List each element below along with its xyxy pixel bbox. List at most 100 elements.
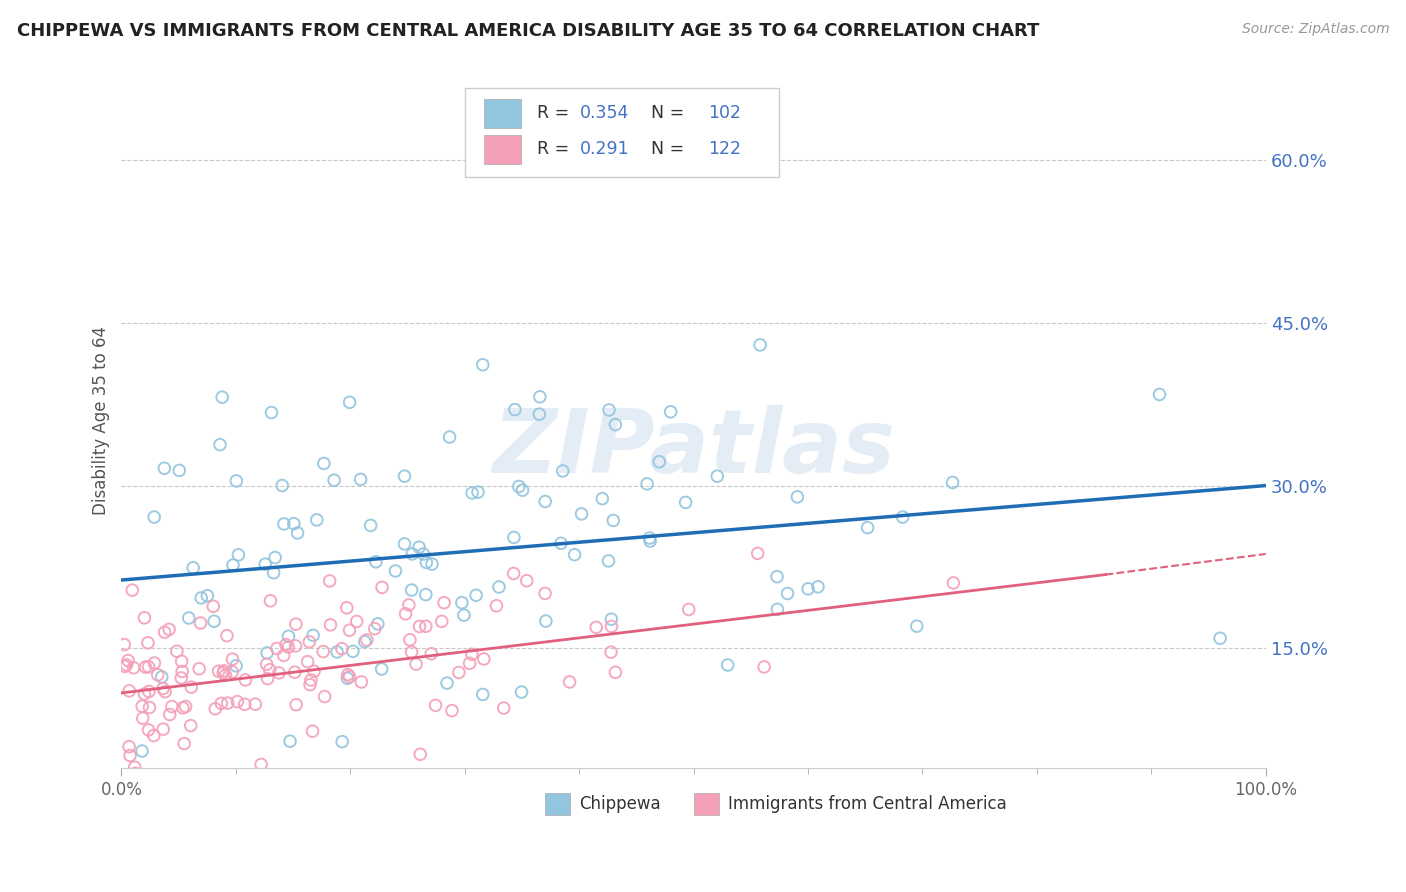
Point bbox=[153, 461, 176, 475]
Point bbox=[638, 534, 661, 549]
Point bbox=[146, 667, 169, 681]
Point bbox=[136, 636, 159, 650]
Point bbox=[485, 599, 508, 613]
Point bbox=[254, 557, 277, 571]
Point bbox=[157, 623, 180, 637]
Point bbox=[415, 588, 437, 602]
Point bbox=[225, 474, 247, 488]
Point bbox=[188, 662, 211, 676]
Point bbox=[170, 654, 193, 668]
Text: ZIPatlas: ZIPatlas bbox=[492, 405, 896, 491]
Point bbox=[314, 690, 336, 704]
Point bbox=[118, 683, 141, 698]
Point bbox=[271, 478, 294, 492]
Point bbox=[399, 632, 422, 647]
Point bbox=[356, 632, 378, 647]
Point bbox=[312, 457, 335, 471]
Point bbox=[508, 479, 530, 493]
Point bbox=[461, 648, 484, 662]
Point bbox=[202, 599, 225, 614]
Point bbox=[371, 580, 394, 594]
Point bbox=[152, 722, 174, 736]
Point bbox=[330, 641, 353, 656]
Point bbox=[190, 615, 212, 630]
Point bbox=[169, 463, 191, 477]
Point bbox=[408, 619, 430, 633]
Point bbox=[766, 569, 789, 583]
FancyBboxPatch shape bbox=[546, 793, 569, 815]
Point bbox=[447, 665, 470, 680]
Point bbox=[678, 602, 700, 616]
Point bbox=[159, 707, 181, 722]
Point bbox=[117, 654, 139, 668]
Point bbox=[259, 594, 281, 608]
Point bbox=[256, 657, 278, 672]
Point bbox=[638, 531, 661, 545]
Point bbox=[284, 665, 307, 680]
Point bbox=[138, 723, 160, 737]
Point bbox=[221, 652, 243, 666]
Point bbox=[401, 582, 423, 597]
Point bbox=[370, 662, 392, 676]
Point bbox=[180, 680, 202, 694]
Point bbox=[942, 475, 965, 490]
Point bbox=[564, 548, 586, 562]
Point bbox=[534, 586, 557, 600]
Point bbox=[273, 516, 295, 531]
Point bbox=[600, 645, 623, 659]
Point bbox=[134, 687, 156, 701]
Point bbox=[461, 486, 484, 500]
Point bbox=[451, 596, 474, 610]
Point bbox=[190, 591, 212, 605]
Point bbox=[425, 698, 447, 713]
Point bbox=[465, 588, 488, 602]
Point bbox=[550, 536, 572, 550]
Point bbox=[112, 638, 135, 652]
Point bbox=[401, 645, 423, 659]
Point bbox=[430, 615, 453, 629]
Point bbox=[330, 734, 353, 748]
Point bbox=[600, 612, 623, 626]
Point bbox=[409, 747, 432, 762]
Point bbox=[177, 611, 200, 625]
Point bbox=[1209, 632, 1232, 646]
Point bbox=[134, 660, 156, 674]
Point bbox=[153, 684, 176, 698]
Point bbox=[412, 547, 434, 561]
Point bbox=[181, 561, 204, 575]
Point bbox=[235, 673, 257, 687]
Point bbox=[398, 598, 420, 612]
Point bbox=[648, 455, 671, 469]
Point bbox=[420, 647, 443, 661]
Point bbox=[529, 390, 551, 404]
Point bbox=[221, 665, 243, 679]
Point bbox=[598, 403, 620, 417]
Point bbox=[905, 619, 928, 633]
Point bbox=[346, 615, 368, 629]
Point bbox=[440, 704, 463, 718]
Point bbox=[225, 658, 247, 673]
Point bbox=[458, 657, 481, 671]
Text: Chippewa: Chippewa bbox=[579, 795, 661, 813]
Point bbox=[776, 586, 799, 600]
Point bbox=[312, 644, 335, 658]
Point bbox=[134, 611, 156, 625]
Text: CHIPPEWA VS IMMIGRANTS FROM CENTRAL AMERICA DISABILITY AGE 35 TO 64 CORRELATION : CHIPPEWA VS IMMIGRANTS FROM CENTRAL AMER… bbox=[17, 22, 1039, 40]
Point bbox=[394, 469, 416, 483]
Point bbox=[299, 673, 322, 687]
Point bbox=[173, 737, 195, 751]
Point bbox=[152, 681, 174, 696]
Point bbox=[170, 671, 193, 685]
Point bbox=[121, 583, 143, 598]
Point bbox=[408, 540, 430, 554]
Point bbox=[323, 473, 346, 487]
Point bbox=[807, 580, 830, 594]
Point bbox=[766, 602, 789, 616]
Point bbox=[350, 675, 373, 690]
Point bbox=[273, 648, 295, 663]
Point bbox=[420, 557, 443, 571]
Point bbox=[172, 701, 194, 715]
Point bbox=[284, 617, 307, 632]
Point bbox=[263, 566, 285, 580]
Point bbox=[336, 667, 359, 681]
